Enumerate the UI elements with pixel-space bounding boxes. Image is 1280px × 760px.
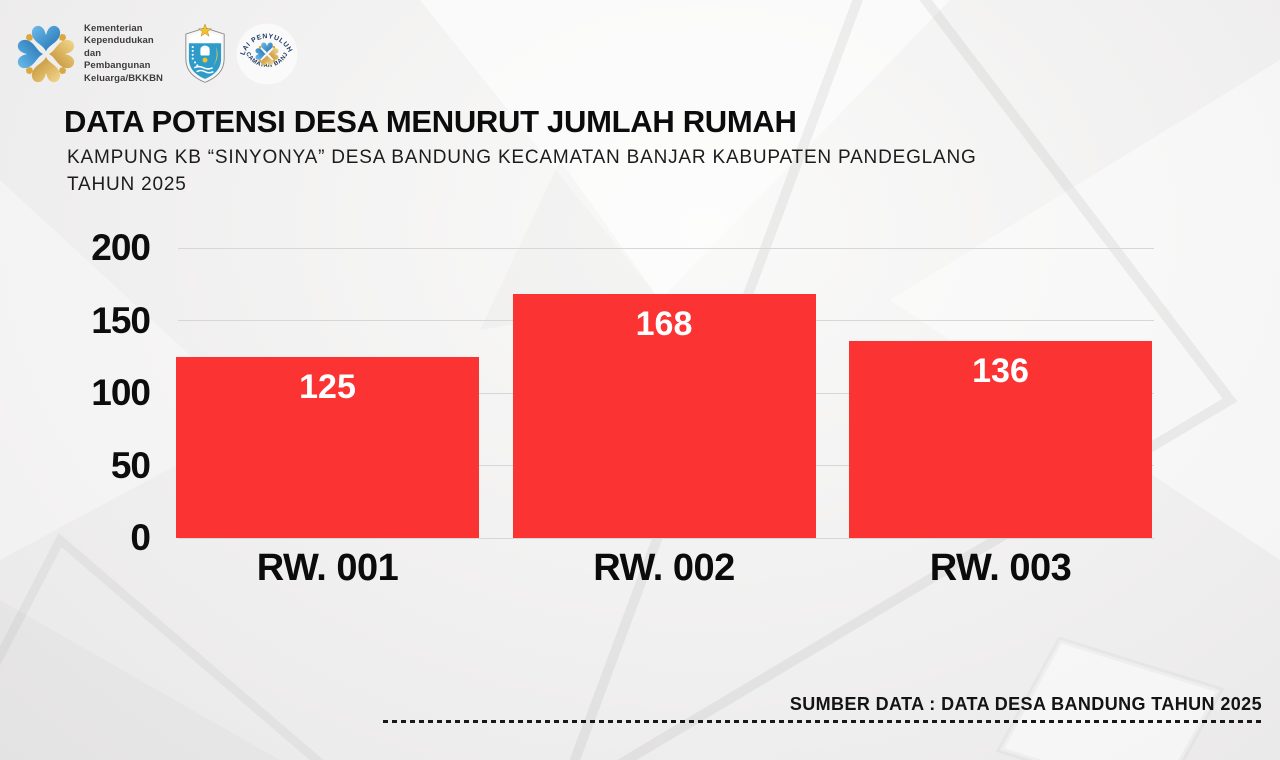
page-subtitle: KAMPUNG KB “SINYONYA” DESA BANDUNG KECAM… [67,144,977,198]
page-subtitle-line2: TAHUN 2025 [67,174,187,195]
x-tick-label: RW. 003 [929,547,1072,589]
bar-value-label: 136 [972,351,1029,390]
bar-value-label: 168 [635,305,693,344]
x-tick-label: RW. 001 [256,547,399,589]
page-title: DATA POTENSI DESA MENURUT JUMLAH RUMAH [64,104,797,139]
y-axis: 0 50 100 150 200 [40,227,151,558]
y-tick-label: 50 [110,444,151,486]
y-tick-label: 0 [130,517,151,558]
bar: 125 [176,356,479,538]
balai-penyuluh-badge-icon: BALAI PENYULUH KB KECAMATAN BANJAR [236,23,298,85]
plot-area: 125 168 136 [176,247,1154,539]
y-tick-label: 200 [91,227,151,268]
source-data-text: SUMBER DATA : DATA DESA BANDUNG TAHUN 20… [789,694,1262,714]
x-tick-label: RW. 002 [593,547,735,589]
gridline [178,537,1154,539]
page-subtitle-line1: KAMPUNG KB “SINYONYA” DESA BANDUNG KECAM… [67,147,977,168]
bar: 136 [849,340,1152,538]
y-tick-label: 100 [91,372,151,413]
ministry-label: Kementerian Kependudukan dan Pembangunan… [84,23,163,84]
bar-chart: 0 50 100 150 200 125 168 136 RW. 001 RW. 002 RW.… [0,227,1280,608]
gridline [178,247,1154,249]
bar: 168 [512,294,816,538]
bkkbn-flower-logo-icon [17,25,75,83]
bkkbn-petals [17,25,75,83]
y-tick-label: 150 [91,299,151,341]
header-logo-row: Kementerian Kependudukan dan Pembangunan… [14,22,298,86]
bar-value-label: 125 [299,367,356,406]
pandeglang-crest-icon [185,23,225,83]
x-axis: RW. 001 RW. 002 RW. 003 [176,538,1152,598]
footer-dashed-divider [383,720,1263,723]
